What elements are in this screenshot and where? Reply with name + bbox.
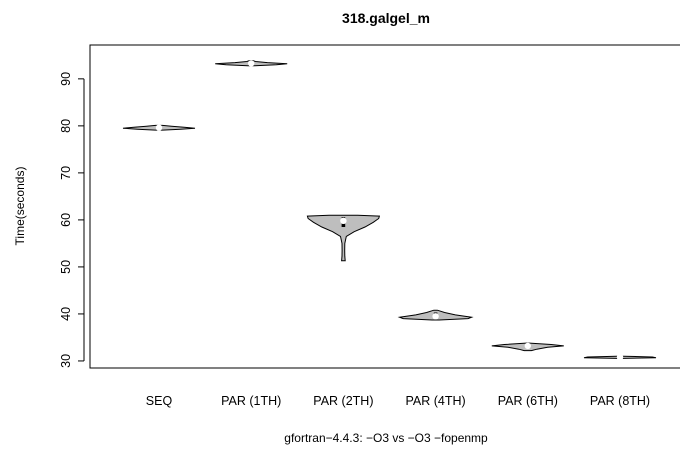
violin-shape [306, 214, 381, 262]
x-tick-label: PAR (8TH) [590, 394, 650, 408]
violin-median [524, 342, 531, 350]
violin-median [248, 60, 255, 67]
y-tick-label: 60 [59, 213, 73, 227]
x-tick-label: PAR (4TH) [406, 394, 466, 408]
violins [122, 60, 657, 361]
y-tick-label: 90 [59, 72, 73, 86]
plot-frame [89, 44, 680, 369]
y-tick-label: 30 [59, 354, 73, 368]
violin-median [340, 217, 347, 224]
chart-title: 318.galgel_m [342, 10, 430, 26]
violin-median [155, 124, 163, 131]
y-axis-label: Time(seconds) [13, 167, 27, 246]
x-tick-label: PAR (2TH) [313, 394, 373, 408]
x-tick-label: SEQ [146, 394, 173, 408]
y-axis: 30 40 50 60 70 80 90 [59, 72, 85, 368]
y-tick-label: 80 [59, 119, 73, 133]
x-tick-label: PAR (6TH) [498, 394, 558, 408]
violin-median [616, 354, 624, 361]
y-tick-label: 40 [59, 307, 73, 321]
violin-median [432, 313, 439, 320]
y-tick-label: 50 [59, 260, 73, 274]
x-tick-label: PAR (1TH) [221, 394, 281, 408]
x-axis: SEQ PAR (1TH) PAR (2TH) PAR (4TH) PAR (6TH) P… [146, 394, 650, 408]
x-axis-label: gfortran−4.4.3: −O3 vs −O3 −fopenmp [284, 431, 488, 445]
y-tick-label: 70 [59, 166, 73, 180]
